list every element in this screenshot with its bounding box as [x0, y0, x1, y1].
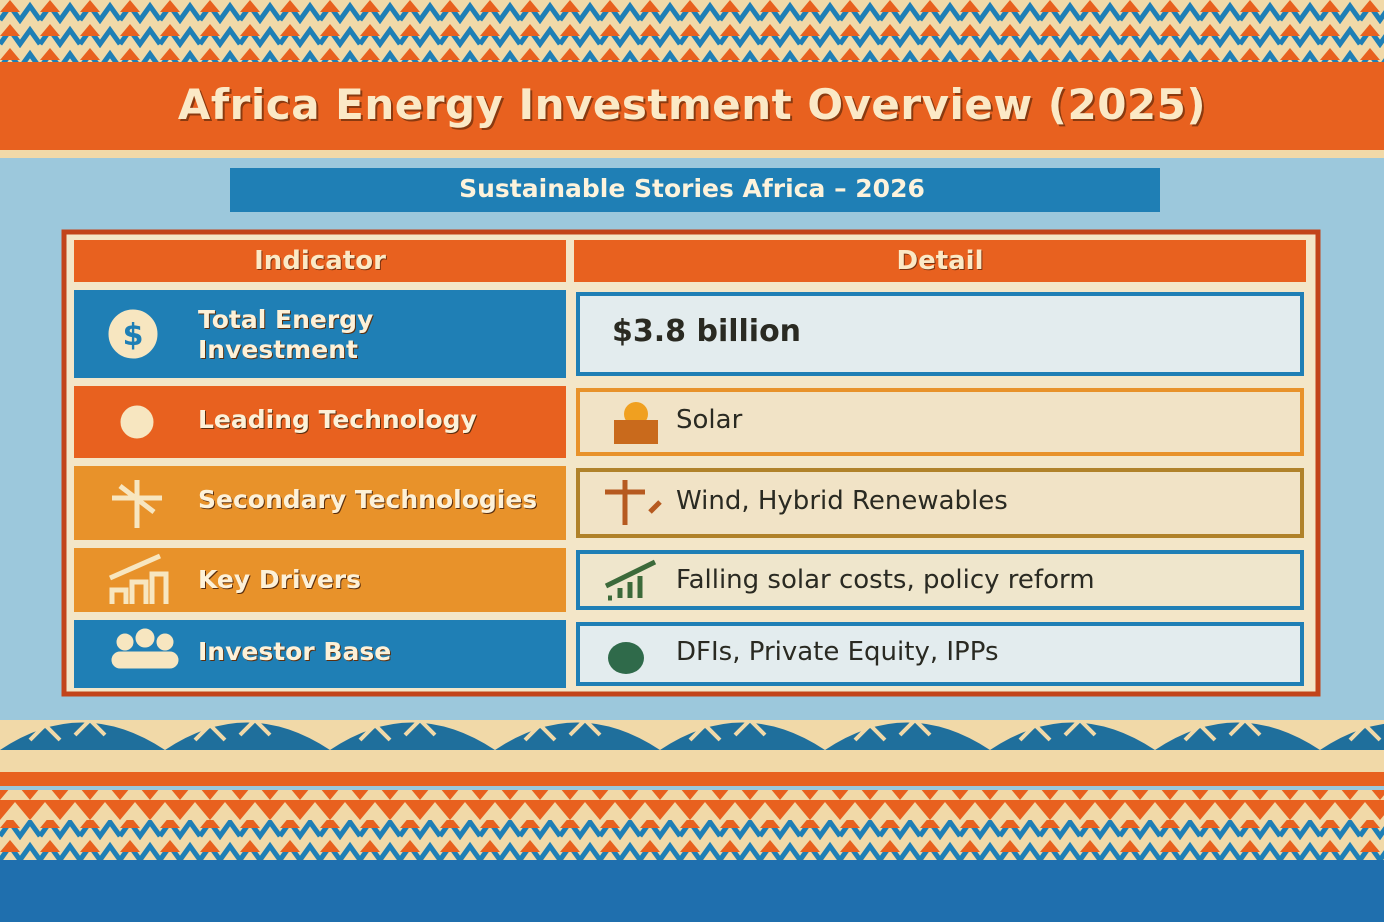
wind-detail-icon [605, 480, 662, 525]
title: Africa Energy Investment Overview (2025) [177, 80, 1207, 129]
detail-cell [576, 468, 1304, 538]
stripe [0, 772, 1384, 786]
detail-text: Wind, Hybrid Renewables [676, 486, 1008, 516]
growth-icon [108, 553, 169, 604]
detail-text: Solar [676, 405, 743, 435]
dollar-icon [108, 309, 158, 359]
dollar-icon-glyph: $ [123, 318, 144, 353]
detail-text: Falling solar costs, policy reform [676, 565, 1095, 595]
sun-icon [120, 405, 154, 439]
indicator-label: Leading Technology [198, 405, 477, 434]
arch-border [0, 720, 1384, 772]
top-border [0, 0, 1384, 62]
detail-cell [576, 622, 1304, 686]
people-icon [111, 651, 179, 669]
detail-cell [576, 292, 1304, 376]
column-header: Detail [896, 246, 984, 276]
icons: $ [108, 309, 179, 669]
detail-icons [604, 402, 662, 674]
subtitle: Sustainable Stories Africa – 2026 [459, 174, 925, 203]
indicator-label: Key Drivers [198, 565, 362, 594]
growth-detail-icon [604, 559, 657, 601]
detail-text: $3.8 billion [612, 314, 802, 349]
indicator-label: Total Energy Investment [198, 305, 374, 364]
bottom-band [0, 860, 1384, 922]
detail-cell [576, 550, 1304, 610]
people-icon [116, 633, 134, 651]
people-icon [156, 633, 174, 651]
wind-icon [112, 480, 162, 528]
header-cell [74, 240, 566, 282]
moneybag-icon [608, 642, 644, 674]
header-cell [574, 240, 1306, 282]
detail-text: DFIs, Private Equity, IPPs [676, 637, 999, 667]
indicator-label: Investor Base [198, 637, 392, 666]
zigzag-border [0, 820, 1384, 860]
label-cell [74, 466, 566, 540]
title-stripe [0, 150, 1384, 158]
title-band [0, 62, 1384, 158]
detail-cell [576, 388, 1304, 456]
label-cell [74, 386, 566, 458]
indicator-label: Secondary Technologies [198, 485, 538, 514]
solar-icon [614, 420, 658, 444]
subtitle-band [230, 168, 1160, 212]
triangle-border [0, 790, 1384, 820]
people-icon [135, 628, 155, 648]
column-header: Indicator [254, 246, 386, 276]
